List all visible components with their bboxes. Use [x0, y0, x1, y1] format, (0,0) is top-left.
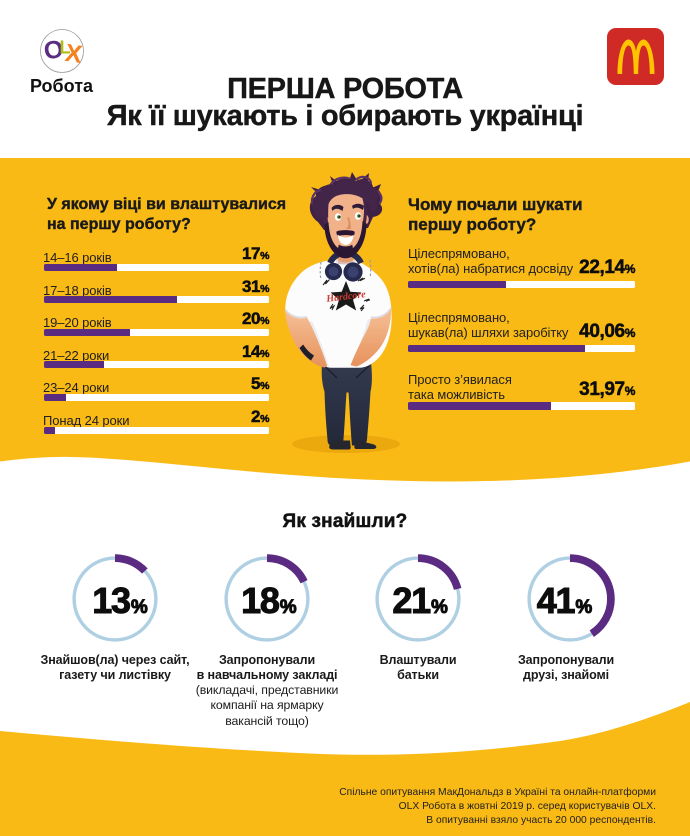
svg-text:Hardcore: Hardcore	[325, 289, 367, 305]
svg-text:X: X	[63, 39, 84, 69]
svg-text:O: O	[42, 35, 65, 65]
svg-text:L: L	[60, 38, 71, 58]
